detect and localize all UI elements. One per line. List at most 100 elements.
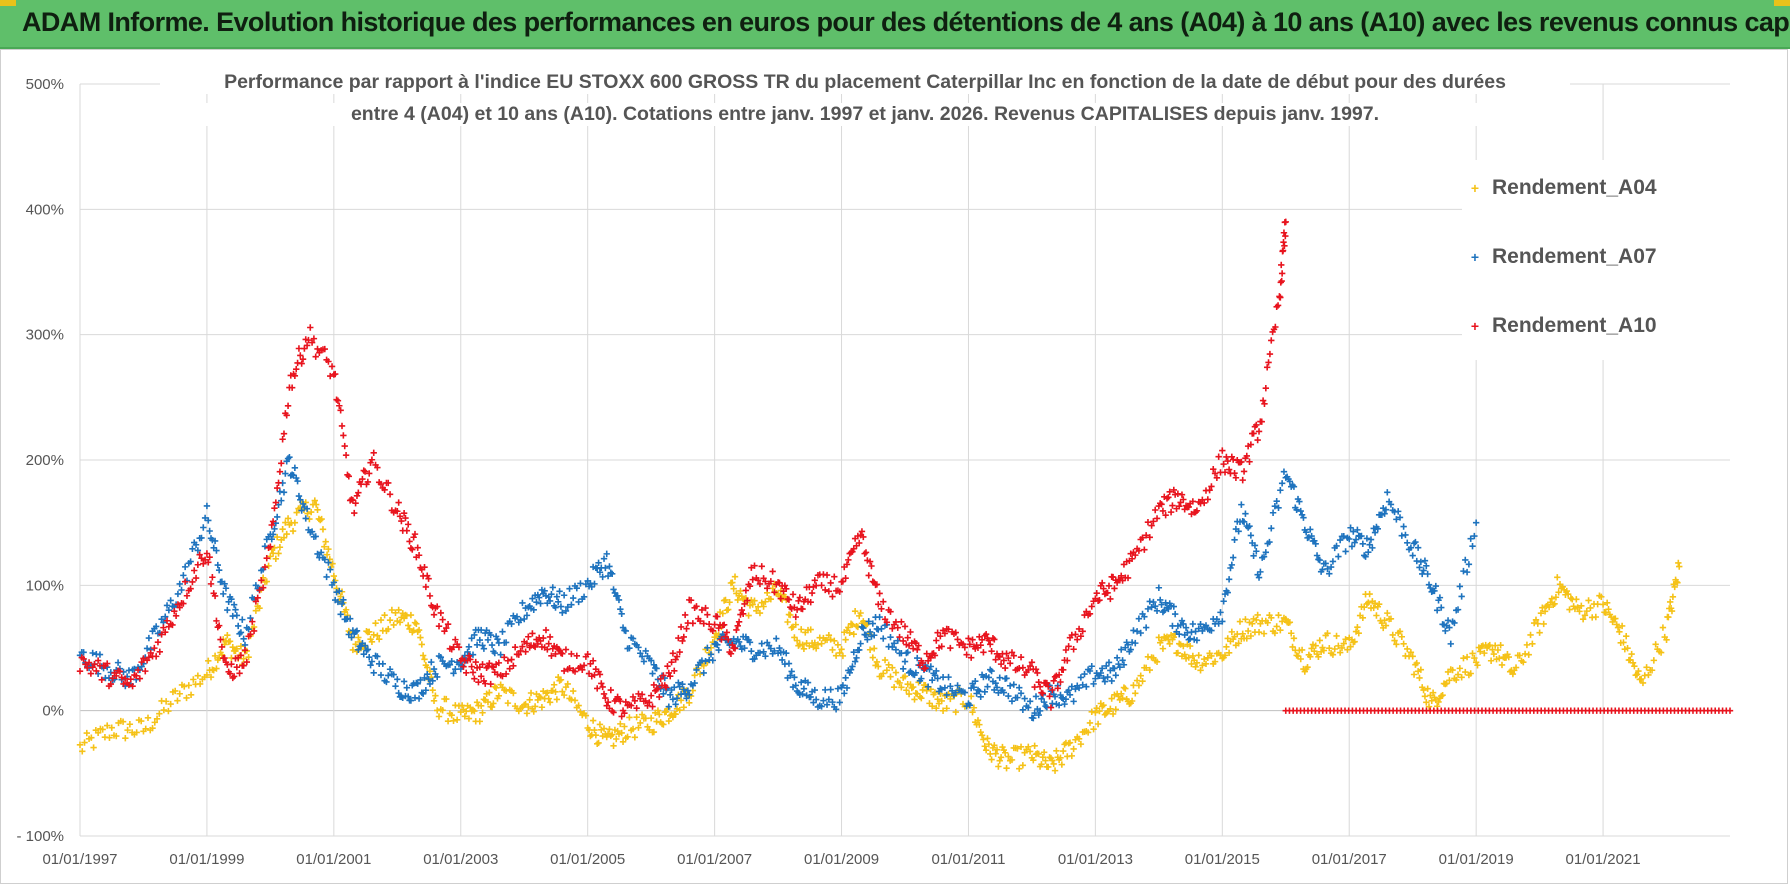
data-point-rendement_a04	[388, 606, 396, 614]
data-point-rendement_a07	[869, 620, 877, 627]
data-point-rendement_a10	[1031, 683, 1038, 691]
data-point-rendement_a04	[1373, 612, 1380, 619]
data-point-rendement_a07	[187, 558, 194, 565]
data-point-rendement_a07	[430, 665, 438, 673]
data-point-rendement_a07	[523, 612, 531, 619]
data-point-rendement_a10	[1169, 502, 1176, 509]
data-point-rendement_a04	[665, 717, 673, 725]
data-point-rendement_a04	[538, 704, 546, 711]
data-point-rendement_a10	[735, 618, 743, 626]
data-point-rendement_a07	[1329, 558, 1337, 565]
data-point-rendement_a10	[604, 699, 612, 706]
legend-item-a04: + Rendement_A04	[1462, 173, 1657, 203]
data-point-rendement_a07	[377, 671, 385, 679]
data-point-rendement_a07	[1178, 617, 1186, 624]
data-point-rendement_a07	[1432, 582, 1440, 590]
data-point-rendement_a10	[883, 619, 891, 626]
data-point-rendement_a10	[410, 534, 417, 541]
data-point-rendement_a07	[1253, 548, 1260, 555]
data-point-rendement_a07	[792, 682, 799, 689]
data-point-rendement_a04	[488, 703, 496, 711]
data-point-rendement_a10	[829, 593, 836, 600]
data-point-rendement_a07	[1213, 616, 1221, 623]
data-point-rendement_a04	[873, 658, 881, 666]
data-point-rendement_a04	[722, 596, 729, 604]
data-point-rendement_a10	[312, 353, 319, 360]
data-point-rendement_a07	[252, 582, 260, 589]
data-point-rendement_a10	[433, 603, 441, 610]
data-point-rendement_a04	[525, 703, 532, 711]
data-point-rendement_a04	[321, 543, 328, 550]
data-point-rendement_a07	[1090, 680, 1097, 688]
data-point-rendement_a10	[1077, 632, 1085, 640]
data-point-rendement_a07	[1327, 563, 1335, 571]
data-point-rendement_a10	[109, 675, 116, 682]
data-point-rendement_a04	[1003, 764, 1010, 772]
data-point-rendement_a10	[342, 452, 350, 459]
data-point-rendement_a07	[1227, 564, 1234, 572]
data-point-rendement_a07	[298, 507, 305, 514]
data-point-rendement_a07	[1462, 556, 1469, 564]
data-point-rendement_a10	[525, 633, 532, 640]
data-point-rendement_a07	[1396, 514, 1404, 521]
data-point-rendement_a10	[1178, 491, 1186, 498]
data-point-rendement_a10	[793, 606, 801, 613]
data-point-rendement_a10	[299, 355, 307, 363]
data-point-rendement_a07	[176, 580, 183, 588]
data-point-rendement_a07	[564, 603, 571, 611]
data-point-rendement_a10	[191, 567, 198, 574]
data-point-rendement_a04	[471, 707, 478, 715]
data-point-rendement_a07	[981, 688, 988, 696]
data-point-rendement_a04	[237, 643, 245, 650]
data-point-rendement_a10	[194, 561, 202, 568]
data-point-rendement_a07	[559, 609, 566, 616]
data-point-rendement_a04	[1676, 563, 1683, 570]
data-point-rendement_a10	[669, 650, 677, 657]
data-point-rendement_a10	[1104, 589, 1111, 597]
data-point-rendement_a04	[476, 718, 484, 725]
data-point-rendement_a04	[1271, 629, 1279, 637]
data-point-rendement_a07	[189, 545, 196, 553]
data-point-rendement_a04	[1541, 608, 1549, 615]
data-point-rendement_a04	[226, 638, 234, 645]
data-point-rendement_a04	[229, 644, 236, 651]
data-point-rendement_a07	[1038, 695, 1045, 702]
data-point-rendement_a04	[349, 646, 357, 654]
data-point-rendement_a04	[492, 684, 500, 692]
data-point-rendement_a04	[142, 725, 149, 733]
data-point-rendement_a07	[1347, 524, 1354, 531]
data-point-rendement_a10	[831, 573, 838, 580]
data-point-rendement_a04	[1193, 659, 1201, 667]
data-point-rendement_a04	[591, 726, 598, 734]
data-point-rendement_a07	[1032, 693, 1040, 700]
data-point-rendement_a10	[252, 598, 260, 605]
data-point-rendement_a04	[1498, 661, 1506, 669]
data-point-rendement_a10	[751, 562, 758, 569]
data-point-rendement_a10	[1266, 350, 1274, 358]
data-point-rendement_a10	[163, 617, 171, 624]
data-point-rendement_a10	[1210, 466, 1217, 473]
data-point-rendement_a04	[838, 646, 845, 653]
data-point-rendement_a10	[425, 575, 432, 582]
data-point-rendement_a07	[1065, 687, 1072, 694]
data-point-rendement_a07	[1021, 695, 1028, 702]
data-point-rendement_a04	[275, 550, 282, 557]
data-point-rendement_a07	[464, 648, 471, 656]
data-point-rendement_a04	[323, 551, 331, 558]
data-point-rendement_a04	[582, 712, 590, 719]
data-point-rendement_a07	[517, 616, 524, 624]
data-point-rendement_a04	[1471, 654, 1478, 662]
data-point-rendement_a10	[1062, 646, 1070, 654]
data-point-rendement_a04	[293, 509, 300, 516]
data-point-rendement_a04	[1324, 630, 1331, 637]
data-point-rendement_a07	[560, 592, 568, 599]
data-point-rendement_a10	[665, 669, 673, 677]
data-point-rendement_a04	[1602, 609, 1609, 616]
data-point-rendement_a07	[1350, 528, 1357, 535]
data-point-rendement_a10	[291, 372, 299, 379]
data-point-rendement_a04	[931, 689, 939, 696]
data-point-rendement_a04	[600, 725, 608, 732]
data-point-rendement_a04	[1335, 642, 1342, 650]
data-point-rendement_a04	[1469, 650, 1476, 657]
data-point-rendement_a04	[592, 731, 600, 739]
